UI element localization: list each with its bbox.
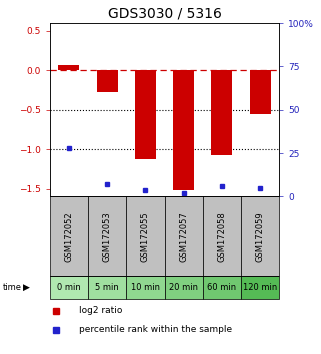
Bar (241, 196, 279, 276)
Bar (135, 70, 156, 159)
Bar (126, 196, 164, 276)
Text: 60 min: 60 min (207, 283, 237, 292)
Text: 20 min: 20 min (169, 283, 198, 292)
Text: GSM172058: GSM172058 (217, 211, 226, 262)
Text: GSM172053: GSM172053 (103, 211, 112, 262)
Bar (50, 196, 88, 276)
Bar (97, 70, 118, 92)
Text: GSM172059: GSM172059 (256, 211, 265, 262)
Bar (164, 196, 203, 276)
Text: 0 min: 0 min (57, 283, 81, 292)
Bar (164, 276, 203, 299)
Bar (50, 276, 88, 299)
Text: GSM172057: GSM172057 (179, 211, 188, 262)
Bar (250, 70, 271, 114)
Text: GSM172055: GSM172055 (141, 211, 150, 262)
Text: GSM172052: GSM172052 (65, 211, 74, 262)
Title: GDS3030 / 5316: GDS3030 / 5316 (108, 6, 221, 21)
Bar (58, 65, 79, 70)
Bar (88, 196, 126, 276)
Text: 5 min: 5 min (95, 283, 119, 292)
Bar (203, 196, 241, 276)
Text: 120 min: 120 min (243, 283, 277, 292)
Bar (88, 276, 126, 299)
Text: percentile rank within the sample: percentile rank within the sample (79, 325, 232, 334)
Text: ▶: ▶ (23, 283, 30, 292)
Bar (173, 70, 194, 190)
Text: time: time (3, 283, 22, 292)
Bar (241, 276, 279, 299)
Bar (211, 70, 232, 155)
Text: log2 ratio: log2 ratio (79, 306, 122, 315)
Bar (203, 276, 241, 299)
Bar (126, 276, 164, 299)
Text: 10 min: 10 min (131, 283, 160, 292)
